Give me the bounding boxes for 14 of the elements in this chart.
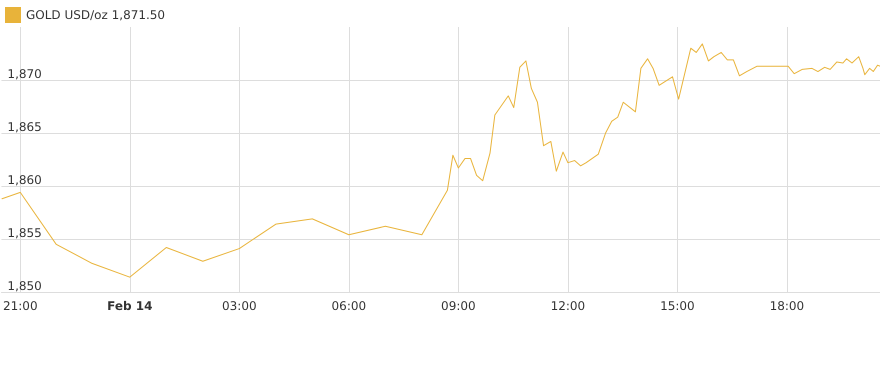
x-tick-label: 18:00 — [770, 299, 804, 313]
x-tick-label: Feb 14 — [107, 299, 152, 313]
x-tick-label: 03:00 — [222, 299, 257, 313]
y-tick-label: 1,855 — [7, 226, 42, 240]
x-tick-label: 12:00 — [550, 299, 586, 313]
legend-label: GOLD USD/oz 1,871.50 — [26, 8, 166, 22]
y-tick-label: 1,860 — [7, 173, 42, 187]
x-tick-label: 09:00 — [441, 299, 476, 313]
x-tick-label: 06:00 — [332, 299, 366, 313]
y-tick-label: 1,865 — [7, 120, 42, 134]
y-tick-label: 1,850 — [7, 279, 42, 293]
x-tick-label: 21:00 — [2, 299, 38, 313]
x-tick-label: 15:00 — [660, 299, 695, 313]
y-tick-label: 1,870 — [7, 67, 42, 81]
